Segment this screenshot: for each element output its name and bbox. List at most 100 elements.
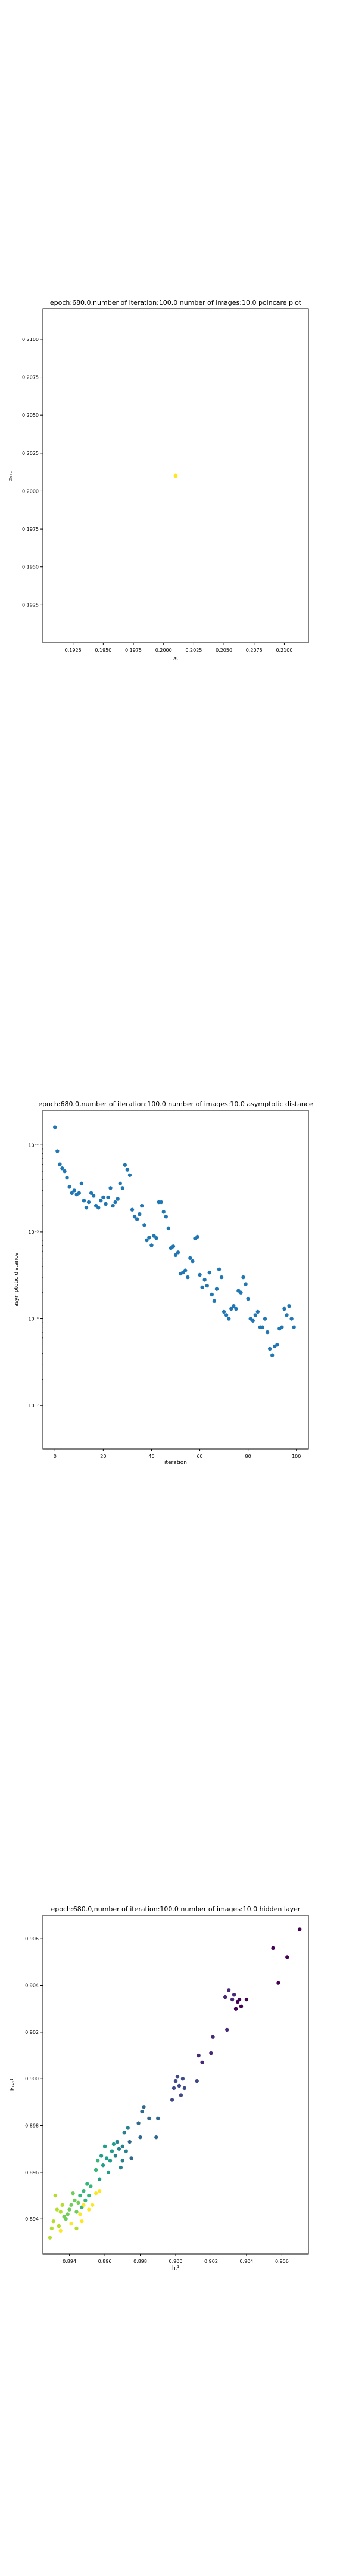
data-point bbox=[76, 2200, 80, 2205]
asymptotic-distance-plot: 0 20 40 60 80 100 10⁻⁴ 10⁻⁵ 10⁻⁶ 10⁻⁷ epoch:680.0… bbox=[14, 1100, 313, 1466]
data-point bbox=[126, 2126, 130, 2130]
data-point bbox=[177, 2083, 182, 2088]
data-point bbox=[94, 2191, 98, 2196]
x-tick-label: 0.902 bbox=[204, 2259, 218, 2264]
data-point bbox=[166, 1226, 171, 1231]
data-point bbox=[66, 2212, 70, 2216]
data-point bbox=[292, 1325, 296, 1329]
x-tick-label: 60 bbox=[197, 1454, 202, 1459]
data-point bbox=[53, 2193, 58, 2198]
x-tick-label: 0.1925 bbox=[65, 648, 82, 653]
data-point bbox=[123, 1163, 127, 1167]
data-point bbox=[246, 1296, 250, 1301]
data-point bbox=[276, 1981, 280, 1985]
poincare-plot-frame bbox=[42, 308, 309, 643]
y-tick-label: 0.1975 bbox=[22, 527, 39, 532]
data-point bbox=[265, 1330, 270, 1335]
data-point bbox=[172, 2086, 176, 2091]
data-point bbox=[115, 2140, 120, 2144]
x-tick-label: 0.906 bbox=[275, 2259, 289, 2264]
data-point bbox=[85, 2182, 89, 2186]
poincare-plot-title: epoch:680.0,number of iteration:100.0 nu… bbox=[50, 299, 302, 306]
data-point bbox=[82, 1199, 86, 1203]
data-point bbox=[99, 2154, 104, 2158]
x-tick-label: 0.900 bbox=[169, 2259, 183, 2264]
hidden-layer-plot-y-label: hₜ₊₁¹ bbox=[10, 2078, 16, 2091]
data-point bbox=[285, 1955, 289, 1959]
data-point bbox=[55, 2207, 59, 2212]
data-point bbox=[116, 1197, 120, 1201]
data-point bbox=[125, 1168, 130, 1172]
data-point bbox=[297, 1927, 302, 1931]
data-point bbox=[142, 1223, 146, 1227]
data-point bbox=[101, 2163, 105, 2168]
data-point bbox=[253, 1313, 257, 1317]
data-point bbox=[108, 2159, 113, 2163]
data-point bbox=[164, 1215, 168, 1219]
data-point bbox=[132, 1215, 137, 1219]
data-point bbox=[145, 1238, 149, 1243]
data-point bbox=[140, 1203, 144, 1208]
data-point bbox=[120, 2159, 124, 2163]
data-point bbox=[159, 1200, 163, 1205]
data-point bbox=[129, 2156, 133, 2160]
data-point bbox=[205, 1283, 209, 1288]
data-point bbox=[173, 1253, 178, 1258]
data-point bbox=[173, 2079, 178, 2083]
x-tick-label: 0.2000 bbox=[155, 648, 172, 653]
data-point bbox=[78, 2193, 82, 2198]
y-tick-label: 0.2100 bbox=[22, 337, 39, 342]
data-point bbox=[89, 1191, 93, 1195]
data-point bbox=[179, 2093, 183, 2097]
x-tick-label: 0.2050 bbox=[216, 648, 232, 653]
data-point bbox=[198, 1272, 202, 1277]
data-point bbox=[154, 2135, 158, 2140]
data-point bbox=[225, 2027, 229, 2032]
data-point bbox=[182, 2086, 187, 2091]
data-point bbox=[260, 1325, 265, 1329]
data-point bbox=[120, 1186, 124, 1190]
data-point bbox=[200, 1285, 204, 1290]
data-point bbox=[271, 1946, 275, 1950]
data-point bbox=[122, 2131, 126, 2135]
data-point bbox=[135, 1217, 139, 1221]
data-point bbox=[119, 2165, 123, 2170]
data-point bbox=[136, 2121, 141, 2125]
data-point bbox=[244, 1282, 248, 1286]
asymptotic-distance-plot-x-label: iteration bbox=[164, 1460, 187, 1466]
hidden-layer-plot-x-label: hₜ¹ bbox=[172, 2265, 179, 2271]
data-point bbox=[55, 1149, 60, 1153]
data-point bbox=[241, 1275, 245, 1280]
data-point bbox=[48, 2236, 52, 2240]
data-point bbox=[70, 1191, 74, 1195]
y-tick-label: 0.902 bbox=[25, 2030, 39, 2035]
hidden-layer-plot-title: epoch:680.0,number of iteration:100.0 nu… bbox=[51, 1905, 301, 1913]
data-point bbox=[229, 1306, 233, 1311]
hidden-layer-plot-background bbox=[43, 1915, 308, 2254]
data-point bbox=[211, 2035, 215, 2039]
data-point bbox=[280, 1325, 284, 1329]
data-point bbox=[60, 1166, 64, 1171]
data-point bbox=[235, 1999, 240, 2004]
data-point bbox=[57, 2224, 61, 2228]
data-point bbox=[79, 1181, 84, 1186]
x-tick-label: 0.904 bbox=[239, 2259, 253, 2264]
data-point bbox=[197, 2053, 201, 2058]
data-point bbox=[149, 1243, 154, 1247]
data-point bbox=[84, 1206, 89, 1210]
data-point bbox=[173, 473, 178, 478]
data-point bbox=[72, 1188, 76, 1193]
data-point bbox=[270, 1353, 275, 1357]
data-point bbox=[78, 2212, 82, 2216]
data-point bbox=[289, 1317, 294, 1321]
data-point bbox=[130, 1208, 135, 1212]
data-point bbox=[287, 1304, 291, 1308]
data-point bbox=[244, 1997, 249, 2002]
y-tick-label: 0.894 bbox=[25, 2216, 39, 2222]
x-tick-label: 0.2075 bbox=[246, 648, 263, 653]
data-point bbox=[51, 2219, 56, 2224]
data-point bbox=[117, 2147, 121, 2151]
y-tick-label: 0.900 bbox=[25, 2076, 39, 2082]
data-point bbox=[80, 2219, 84, 2224]
data-point bbox=[113, 1200, 117, 1205]
